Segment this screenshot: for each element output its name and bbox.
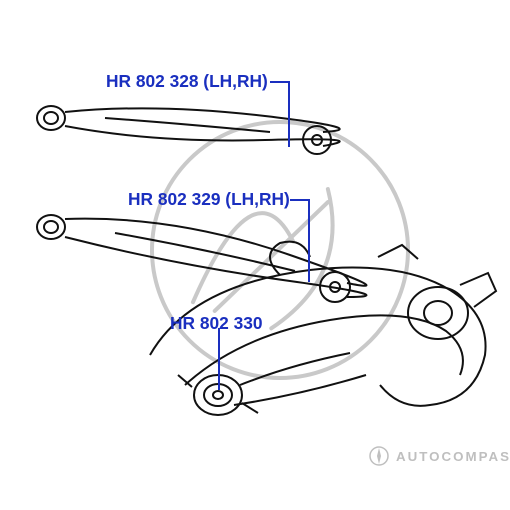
diagram-stage: { "canvas": { "width": 510, "height": 51… [0,0,510,510]
compass-icon [368,445,390,467]
label-328-leader-v [288,81,290,147]
label-330: HR 802 330 [170,313,262,334]
label-329-leader-v [308,199,310,282]
label-329: HR 802 329 (LH,RH) [128,189,290,210]
label-328-leader-h [270,81,290,83]
brand-mark: AUTOCOMPAS [368,445,510,467]
label-329-leader-h [290,199,310,201]
label-328: HR 802 328 (LH,RH) [106,71,268,92]
brand-text: AUTOCOMPAS [396,449,510,464]
label-330-leader-v [218,328,220,390]
part-arm-upper [35,88,335,168]
